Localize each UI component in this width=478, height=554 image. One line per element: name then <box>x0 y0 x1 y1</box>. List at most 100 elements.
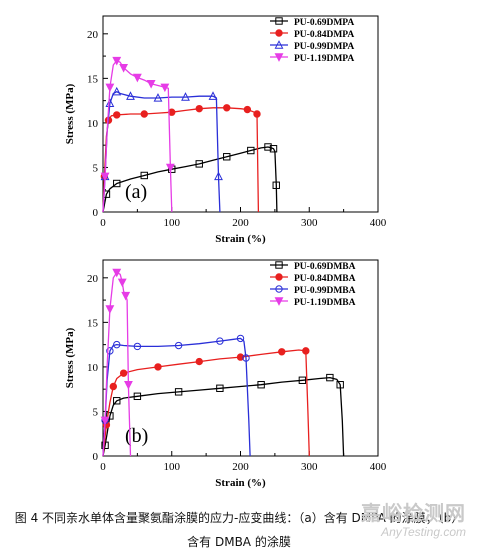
series-pu-0.84dmba <box>102 347 310 457</box>
data-point <box>124 381 133 390</box>
watermark-en: AnyTesting.com <box>381 525 466 539</box>
legend-marker <box>275 261 283 269</box>
data-point <box>117 278 127 288</box>
x-tick-label: 400 <box>370 461 387 473</box>
series-line <box>102 146 278 213</box>
data-point <box>214 171 223 181</box>
data-point <box>195 160 203 168</box>
legend-entry: PU-0.84DMBA <box>294 274 356 284</box>
data-point <box>216 384 224 392</box>
data-point <box>112 56 122 66</box>
legend: PU-0.69DMPA PU-0.84DMPA PU-0.99DMPA PU-1.19… <box>270 17 354 64</box>
x-tick-label: 300 <box>301 217 318 229</box>
data-point <box>208 91 218 100</box>
data-point <box>216 337 224 345</box>
data-point <box>257 381 265 389</box>
data-point <box>100 416 110 426</box>
figure-caption-line-2: 含有 DMBA 的涂膜 <box>187 535 291 549</box>
y-axis-label: Stress (MPa) <box>64 83 76 144</box>
data-point <box>113 397 121 405</box>
x-tick-label: 200 <box>232 461 249 473</box>
data-point <box>140 110 148 118</box>
legend-entry: PU-0.99DMPA <box>294 42 354 52</box>
legend-marker <box>274 297 284 306</box>
y-tick-label: 5 <box>93 406 99 418</box>
data-point <box>247 146 255 155</box>
series-pu-1.19dmpa <box>100 56 175 213</box>
data-point <box>113 111 121 119</box>
series-line <box>102 337 251 457</box>
legend-marker <box>274 53 284 62</box>
data-point <box>132 73 142 83</box>
data-point <box>106 412 114 420</box>
legend-marker <box>275 285 283 293</box>
y-axis-label: Stress (MPa) <box>64 327 76 388</box>
data-point <box>113 179 121 188</box>
data-point <box>154 363 162 371</box>
data-point <box>174 388 183 396</box>
data-point <box>253 110 261 118</box>
y-tick-label: 10 <box>87 362 99 374</box>
data-point <box>336 381 344 389</box>
data-point <box>242 354 250 362</box>
data-point <box>133 342 142 351</box>
legend-entry: PU-0.99DMBA <box>294 286 356 296</box>
data-point <box>119 63 129 73</box>
data-point <box>236 353 245 361</box>
data-point <box>112 268 122 278</box>
data-point <box>126 91 135 100</box>
data-point <box>105 98 115 108</box>
legend-entry: PU-1.19DMPA <box>294 54 354 64</box>
data-point <box>146 80 156 89</box>
series-line <box>102 91 221 213</box>
y-tick-label: 10 <box>87 118 99 130</box>
data-point <box>195 357 203 366</box>
x-tick-label: 400 <box>370 217 387 229</box>
data-point <box>278 348 286 356</box>
legend-entry: PU-0.84DMPA <box>294 30 354 40</box>
series-pu-0.99dmba <box>101 334 251 457</box>
y-tick-label: 20 <box>87 273 99 285</box>
y-tick-label: 20 <box>87 29 99 41</box>
chart-panel-b: 0 100 200 300 400 0 5 10 15 20 Strain (%) Stress (M… <box>64 259 387 489</box>
data-point <box>264 143 272 151</box>
y-tick-label: 15 <box>87 73 99 85</box>
data-point <box>243 105 252 114</box>
x-tick-label: 100 <box>164 217 181 229</box>
series-pu-1.19dmba <box>100 268 133 457</box>
y-tick-label: 0 <box>93 207 99 219</box>
data-point <box>119 369 128 377</box>
data-point <box>174 341 183 350</box>
data-point <box>160 83 170 93</box>
y-tick-label: 5 <box>93 162 99 174</box>
data-point <box>105 305 115 314</box>
panel-label: (b) <box>125 425 148 447</box>
data-point <box>109 382 118 391</box>
data-point <box>326 373 334 382</box>
x-tick-label: 100 <box>164 461 181 473</box>
data-point <box>269 145 278 153</box>
series-pu-0.99dmpa <box>100 86 223 213</box>
watermark-cn: 嘉峪检测网 <box>361 503 466 525</box>
legend-entry: PU-1.19DMBA <box>294 298 356 308</box>
x-tick-label: 0 <box>100 461 106 473</box>
x-tick-label: 0 <box>100 217 106 229</box>
data-point <box>302 347 310 355</box>
data-point <box>140 171 148 180</box>
data-point <box>165 163 175 173</box>
data-point <box>153 93 163 102</box>
x-tick-label: 200 <box>232 217 249 229</box>
data-point <box>181 92 190 101</box>
legend-entry: PU-0.69DMBA <box>294 262 356 272</box>
series-pu-0.69dmpa <box>102 143 280 213</box>
legend: PU-0.69DMBA PU-0.84DMBA PU-0.99DMBA PU-1.19… <box>270 261 356 308</box>
x-axis-label: Strain (%) <box>215 477 266 489</box>
chart-panel-a: 0 100 200 300 400 0 5 10 15 20 Strain (%) Stress (M… <box>64 15 387 245</box>
figure-caption-line-1: 图 4 不同亲水单体含量聚氨酯涂膜的应力-应变曲线：（a）含有 DMPA 的涂膜… <box>14 511 464 525</box>
data-point <box>105 83 115 93</box>
watermark: 嘉峪检测网 AnyTesting.com <box>361 503 466 539</box>
data-point <box>223 153 231 161</box>
data-point <box>236 334 245 343</box>
legend-marker <box>274 40 284 49</box>
